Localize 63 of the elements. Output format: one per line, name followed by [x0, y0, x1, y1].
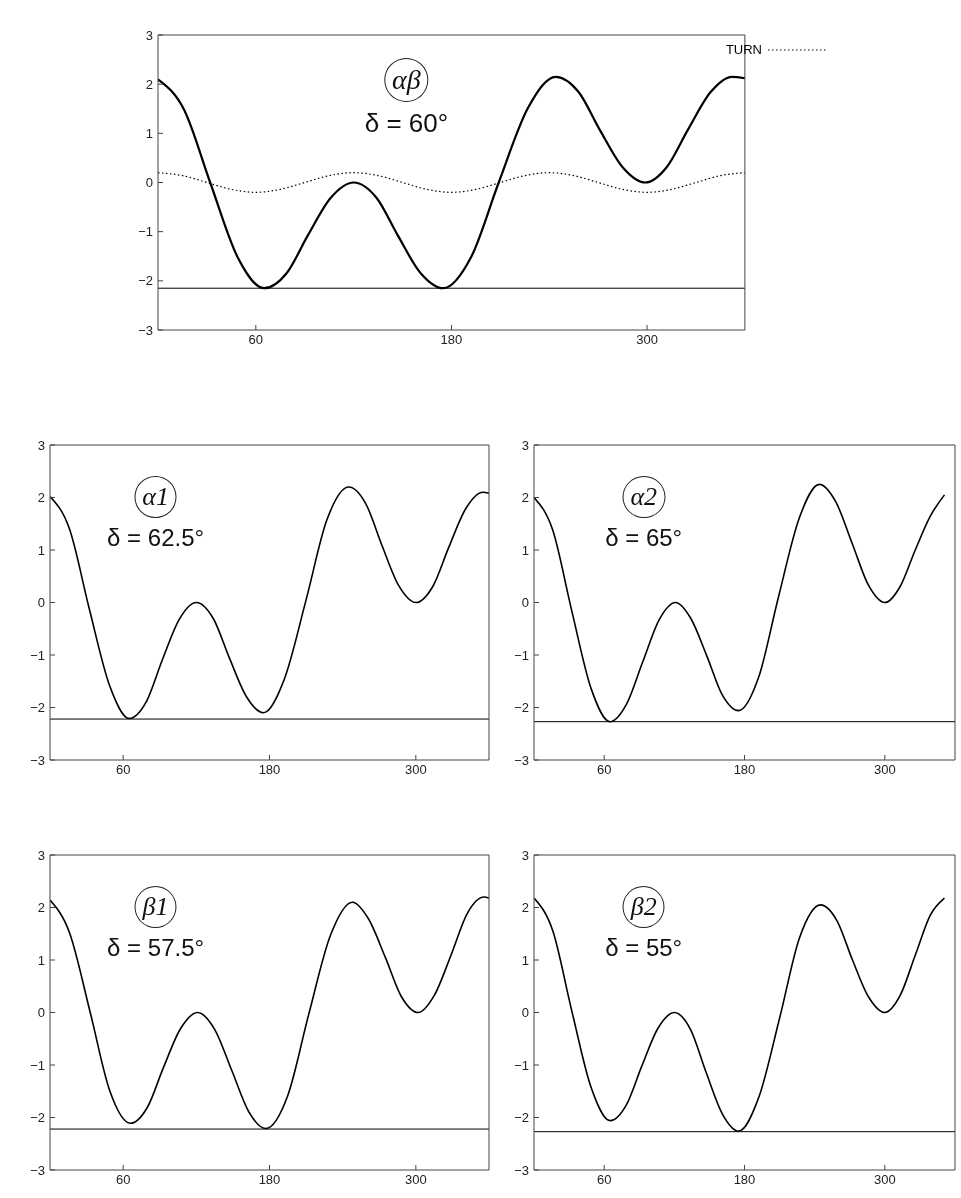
- x-tick-label: 180: [258, 762, 281, 778]
- annotation: δ = 62.5°: [107, 523, 205, 552]
- line-series: [50, 486, 489, 720]
- legend-label: TURN: [725, 42, 762, 57]
- x-tick-label: 60: [596, 1172, 612, 1188]
- annotation: α1: [142, 481, 169, 511]
- y-tick-label: 3: [521, 437, 529, 453]
- x-tick-label: 180: [258, 1172, 281, 1188]
- y-tick-label: −2: [514, 700, 529, 716]
- x-tick-label: 180: [733, 1172, 756, 1188]
- y-tick-label: 3: [521, 847, 529, 863]
- annotation: α2: [630, 481, 658, 511]
- y-tick-label: 3: [37, 437, 45, 453]
- y-tick-label: −1: [514, 647, 529, 663]
- y-tick-label: −1: [30, 647, 45, 663]
- x-tick-label: 60: [115, 762, 131, 778]
- annotation: β1: [142, 891, 169, 921]
- y-tick-label: 2: [145, 76, 153, 92]
- annotation: δ = 57.5°: [107, 933, 205, 962]
- annotation: β2: [630, 891, 657, 921]
- y-tick-label: −3: [30, 1162, 45, 1178]
- x-tick-label: 300: [873, 1172, 896, 1188]
- y-tick-label: 2: [521, 490, 529, 506]
- y-tick-label: 0: [37, 1005, 45, 1021]
- y-tick-label: 3: [145, 27, 153, 43]
- x-tick-label: 60: [115, 1172, 131, 1188]
- y-tick-label: −2: [514, 1110, 529, 1126]
- y-tick-label: −2: [30, 1110, 45, 1126]
- y-tick-label: 0: [37, 595, 45, 611]
- line-series: [50, 896, 489, 1130]
- x-tick-label: 300: [636, 332, 658, 348]
- y-tick-label: 2: [37, 490, 45, 506]
- y-tick-label: 1: [521, 542, 529, 558]
- x-tick-label: 180: [440, 332, 463, 348]
- y-tick-label: 1: [521, 952, 529, 968]
- y-tick-label: −1: [30, 1057, 45, 1073]
- y-tick-label: 0: [521, 595, 529, 611]
- x-tick-label: 300: [404, 762, 427, 778]
- annotation: δ = 65°: [605, 523, 683, 552]
- x-tick-label: 60: [248, 332, 264, 348]
- y-tick-label: 2: [521, 900, 529, 916]
- y-tick-label: −1: [514, 1057, 529, 1073]
- y-tick-label: −3: [30, 752, 45, 768]
- y-tick-label: −3: [138, 322, 153, 338]
- annotation: αβ: [392, 63, 421, 95]
- y-tick-label: 1: [37, 542, 45, 558]
- y-tick-label: −2: [138, 273, 153, 289]
- y-tick-label: −3: [514, 752, 529, 768]
- x-tick-label: 300: [873, 762, 896, 778]
- x-tick-label: 180: [733, 762, 756, 778]
- y-tick-label: −2: [30, 700, 45, 716]
- y-tick-label: −1: [138, 224, 153, 240]
- y-tick-label: 1: [37, 952, 45, 968]
- annotation: δ = 55°: [605, 933, 683, 962]
- x-tick-label: 300: [404, 1172, 427, 1188]
- y-tick-label: 0: [145, 175, 153, 191]
- y-tick-label: −3: [514, 1162, 529, 1178]
- y-tick-label: 1: [145, 125, 153, 141]
- y-tick-label: 0: [521, 1005, 529, 1021]
- annotation: δ = 60°: [364, 107, 449, 139]
- y-tick-label: 3: [37, 847, 45, 863]
- x-tick-label: 60: [596, 762, 612, 778]
- y-tick-label: 2: [37, 900, 45, 916]
